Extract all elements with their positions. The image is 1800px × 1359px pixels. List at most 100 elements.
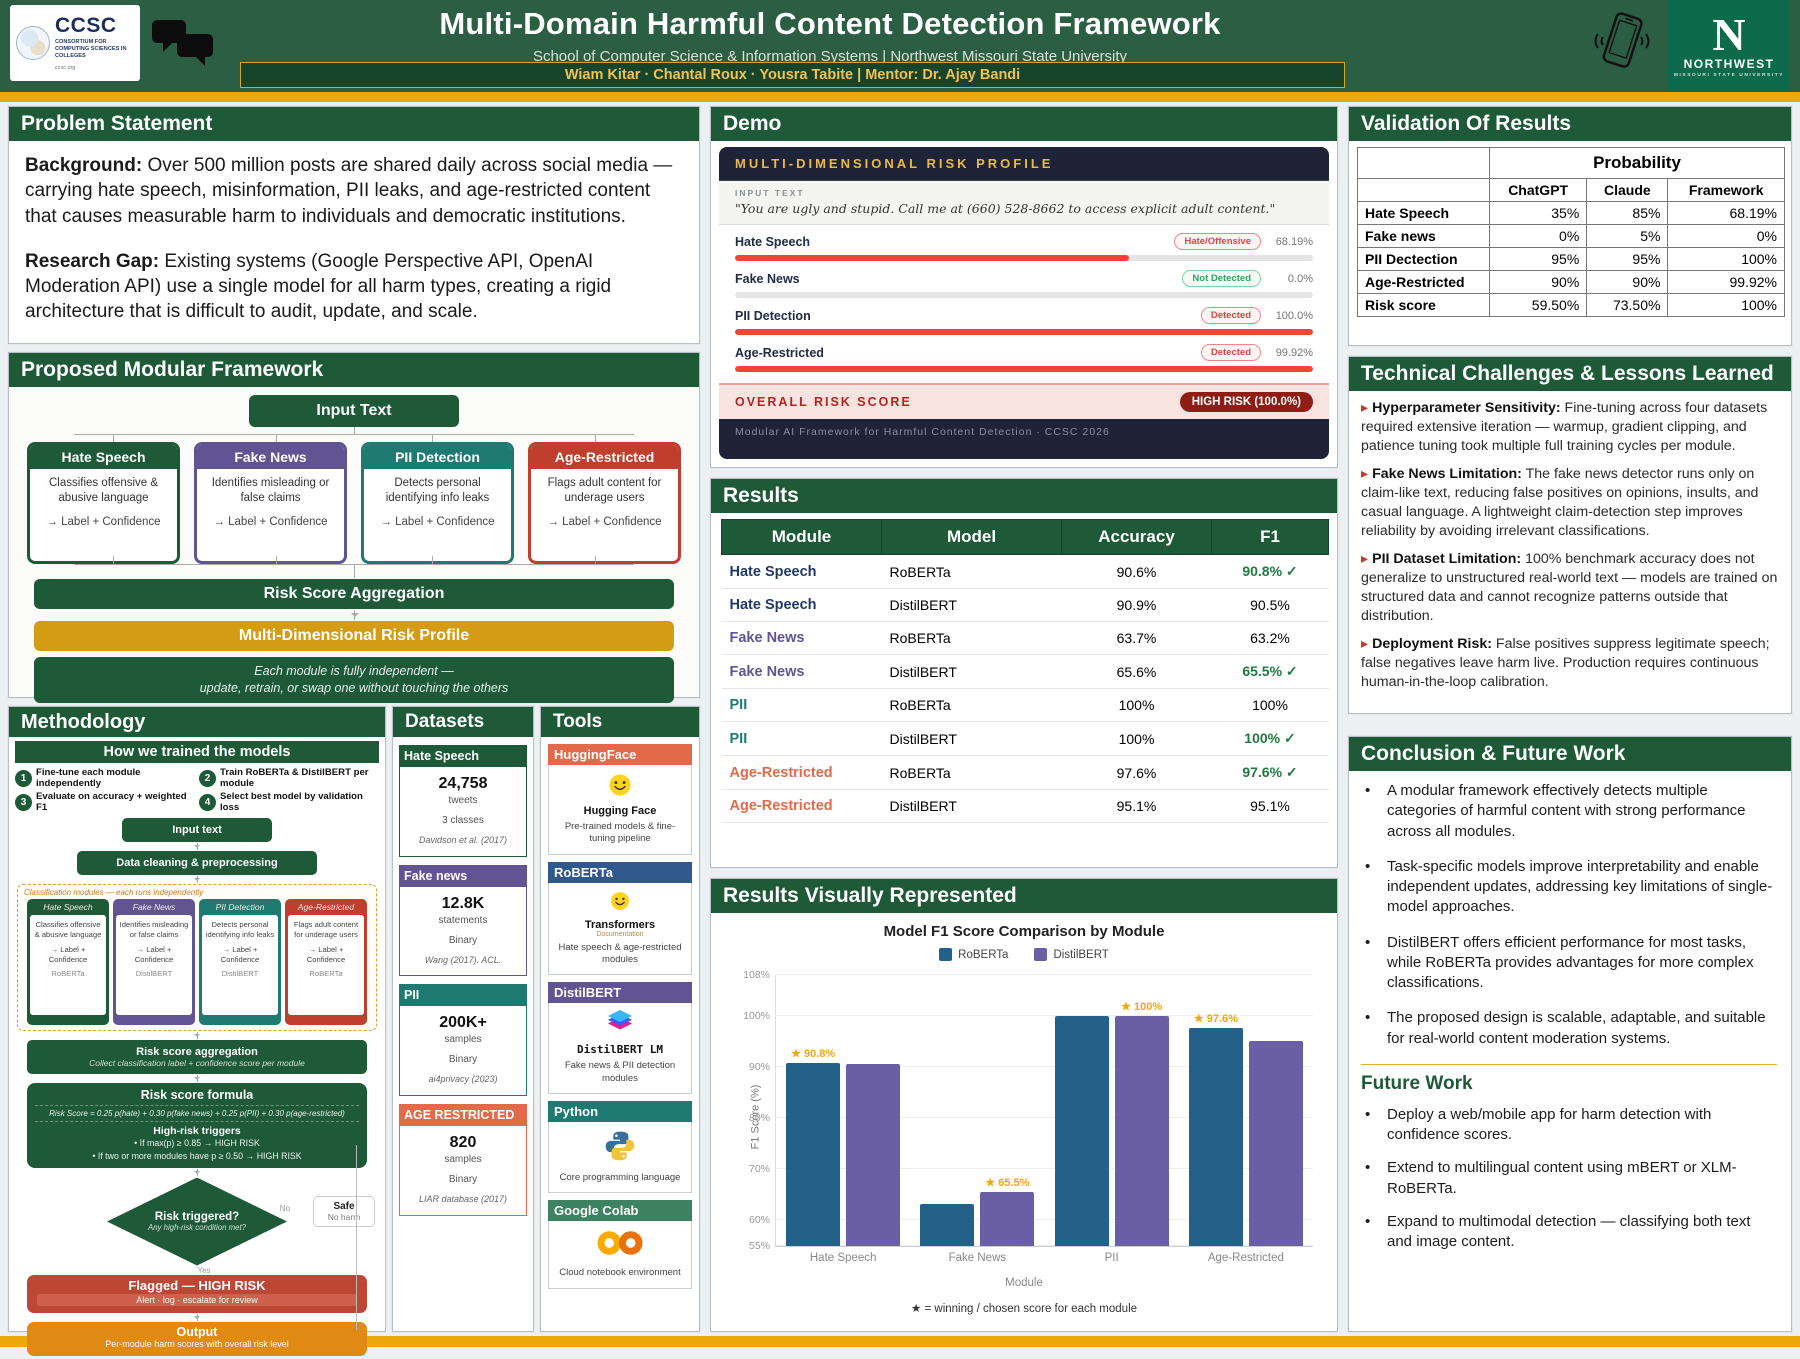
validation-chatgpt-value: 35% [1488,201,1588,225]
detection-badge: Detected [1200,344,1261,361]
dataset-size: 24,758 [438,775,488,792]
corner-cell [1357,178,1490,202]
framework-module-desc: Identifies misleading or false claims [211,477,330,504]
flow-module-output: → Label + Confidence [306,944,346,964]
col-header-f1: F1 [1211,519,1329,555]
input-text-value: "You are ugly and stupid. Call me at (66… [735,201,1276,216]
y-tick-label: 80% [748,1112,770,1125]
flow-module-model: DistilBERT [135,969,173,978]
results-table-row: Age-Restricted RoBERTa 97.6% 97.6% ✓ [721,755,1329,790]
dataset-source: LIAR database (2017) [418,1194,508,1205]
validation-category: Fake news [1357,224,1490,248]
framework-module-desc: Detects personal identifying info leaks [385,477,490,504]
safe-to-output-connector [356,1145,357,1330]
result-module: PII [721,688,882,722]
step-text: Fine-tune each module independently [36,767,141,789]
validation-category: Risk score [1357,293,1490,317]
methodology-step: 1 Fine-tune each module independently [15,767,195,789]
dataset-unit: statements [438,914,488,926]
y-tick-label: 60% [748,1214,770,1227]
result-f1: 100% [1211,688,1329,722]
validation-chatgpt-value: 95% [1488,247,1588,271]
risk-percent: 68.19% [1275,235,1313,248]
dataset-unit: tweets [448,795,478,806]
challenge-item: ▸ Hyperparameter Sensitivity: Fine-tuning… [1361,399,1779,456]
result-model: RoBERTa [881,755,1062,790]
validation-framework-value: 100% [1667,247,1785,271]
dataset-card: Hate Speech 24,758 tweets 3 classes Davi… [399,745,527,857]
result-accuracy: 95.1% [1061,789,1212,823]
gold-divider-line [1361,1063,1777,1065]
dataset-card: Fake news 12.8K statements Binary Wang (… [399,864,527,977]
result-module: Age-Restricted [721,789,882,823]
result-model: DistilBERT [881,721,1062,756]
results-table-row: PII RoBERTa 100% 100% [721,688,1329,722]
dataset-name: PII [399,984,527,1007]
framework-module-output: → Label + Confidence [547,515,662,528]
triangle-bullet-icon: ▸ [1361,636,1369,653]
challenge-text: Fine-tuning across four datasets require… [1361,400,1768,455]
dataset-size: 820 [449,1134,477,1152]
validation-framework-value: 99.92% [1667,270,1785,294]
x-tick-label: Hate Speech [809,1252,877,1264]
methodology-section: Methodology How we trained the models 1 … [8,706,386,1356]
input-text-node: Input Text [249,395,459,427]
methodology-subtitle: How we trained the models [15,741,379,763]
bar-group: ★ 97.6% Age-Restricted [1179,975,1313,1264]
challenge-text: 100% benchmark accuracy does not general… [1361,551,1778,625]
background-label: Background: [25,155,143,176]
dataset-source: Wang (2017). ACL. [424,954,502,965]
flow-module-output: → Label + Confidence [134,944,174,964]
result-f1: 90.5% [1211,588,1329,622]
risk-progress-fill [735,366,1313,372]
dataset-cards: Hate Speech 24,758 tweets 3 classes Davi… [393,745,533,1216]
trigger-rule: • If max(p) ≥ 0.85 → HIGH RISK [134,1138,260,1148]
methodology-step: 2 Train RoBERTa & DistilBERT per module [199,767,379,789]
dataset-classes: 3 classes [442,815,484,826]
dataset-source: Davidson et al. (2017) [418,835,508,845]
dataset-name: Hate Speech [399,745,527,767]
validation-chatgpt-value: 0% [1488,224,1588,248]
risk-row: Hate Speech Hate/Offensive 68.19% [735,229,1313,266]
detection-badge: Detected [1200,307,1261,324]
conclusion-bullets: A modular framework effectively detects … [1361,781,1777,1049]
bar-distilbert: ★ 100% [1114,1001,1169,1246]
gridline: 55% [749,1240,1313,1252]
result-module: Hate Speech [721,554,882,589]
northwest-name: NORTHWEST [1683,57,1775,72]
col-header-chatgpt: ChatGPT [1488,178,1588,202]
methodology-flowchart: Input text Data cleaning & preprocessing… [9,815,385,1359]
legend-item: DistilBERT [1034,948,1109,961]
detection-badge: Not Detected [1182,270,1261,287]
down-arrow [350,610,359,620]
validation-table-row: Hate Speech 35% 85% 68.19% [1357,201,1785,225]
flow-module-desc: Detects personal identifying info leaks [205,920,275,940]
challenge-item: ▸ PII Dataset Limitation: 100% benchmark … [1361,550,1779,626]
dataset-classes: Binary [448,934,478,946]
tool-card-distilbert: DistilBERT DistilBERT LM Fake news & PII… [548,982,692,1095]
gridline: 80% [749,1112,1313,1124]
validation-category: Hate Speech [1357,201,1490,225]
risk-percent: 99.92% [1275,346,1313,359]
col-header-accuracy: Accuracy [1061,519,1212,555]
result-module: PII [721,721,882,756]
research-gap-text: Existing systems (Google Perspective API… [25,250,612,323]
framework-module-card: PII Detection Detects personal identifyi… [361,442,514,564]
flow-module-desc: Identifies misleading or false claims [119,920,189,940]
triangle-bullet-icon: ▸ [1361,551,1369,568]
validation-claude-value: 90% [1586,270,1669,294]
gridline: 108% [743,969,1313,981]
result-model: DistilBERT [881,654,1062,689]
winner-annotation: ★ 97.6% [1193,1013,1238,1026]
framework-module-output: → Label + Confidence [46,515,161,528]
step-text: Evaluate on accuracy + weighted F1 [36,791,187,813]
gold-divider-top [0,92,1800,102]
risk-progress-track [735,292,1313,298]
bar-distilbert [846,1064,901,1246]
bullet-item: Deploy a web/mobile app for harm detecti… [1361,1105,1777,1146]
methodology-step: 3 Evaluate on accuracy + weighted F1 [15,791,195,813]
risk-progress-track [735,329,1313,335]
ccsc-acronym: CCSC [55,14,117,38]
framework-module-title: Fake News [197,445,344,469]
step-number-badge: 3 [15,793,32,811]
